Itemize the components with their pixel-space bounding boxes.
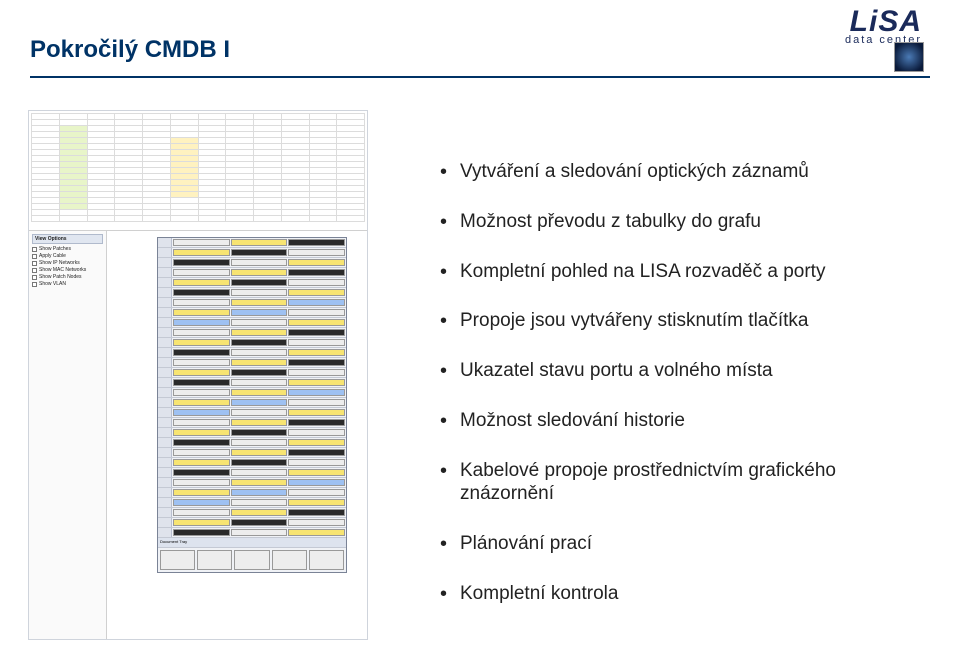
view-option-row[interactable]: Show IP Networks xyxy=(32,260,103,266)
feature-bullets: Vytváření a sledování optických záznamů M… xyxy=(440,160,910,632)
page-title: Pokročilý CMDB I xyxy=(30,36,230,64)
checkbox-icon[interactable] xyxy=(32,275,37,280)
bullet-item: Kompletní kontrola xyxy=(440,582,910,606)
bullet-item: Kompletní pohled na LISA rozvaděč a port… xyxy=(440,260,910,284)
bullet-item: Možnost sledování historie xyxy=(440,409,910,433)
view-options-panel: View Options Show PatchesApply CableShow… xyxy=(29,231,107,639)
view-option-row[interactable]: Show Patch Nodes xyxy=(32,274,103,280)
bullet-item: Možnost převodu z tabulky do grafu xyxy=(440,210,910,234)
view-option-label: Show MAC Networks xyxy=(39,267,86,273)
spreadsheet-area xyxy=(29,111,367,231)
view-option-row[interactable]: Show VLAN xyxy=(32,281,103,287)
bullet-item: Kabelové propoje prostřednictvím grafick… xyxy=(440,459,910,507)
checkbox-icon[interactable] xyxy=(32,268,37,273)
spreadsheet-grid xyxy=(31,113,365,222)
checkbox-icon[interactable] xyxy=(32,261,37,266)
bullet-item: Propoje jsou vytvářeny stisknutím tlačít… xyxy=(440,309,910,333)
rack-diagram: Document Tray xyxy=(157,237,347,573)
screenshot-thumbnail: View Options Show PatchesApply CableShow… xyxy=(28,110,368,640)
view-option-row[interactable]: Apply Cable xyxy=(32,253,103,259)
view-options-title: View Options xyxy=(32,234,103,244)
view-option-label: Show IP Networks xyxy=(39,260,80,266)
bullet-item: Vytváření a sledování optických záznamů xyxy=(440,160,910,184)
view-option-label: Show VLAN xyxy=(39,281,66,287)
logo-text-main: LiSA xyxy=(845,10,922,34)
checkbox-icon[interactable] xyxy=(32,254,37,259)
rack-view: Document Tray xyxy=(107,231,367,639)
view-option-label: Apply Cable xyxy=(39,253,66,259)
view-option-label: Show Patch Nodes xyxy=(39,274,82,280)
header-rule xyxy=(30,76,930,78)
bullet-item: Plánování prací xyxy=(440,532,910,556)
bullet-item: Ukazatel stavu portu a volného místa xyxy=(440,359,910,383)
checkbox-icon[interactable] xyxy=(32,247,37,252)
view-option-label: Show Patches xyxy=(39,246,71,252)
checkbox-icon[interactable] xyxy=(32,282,37,287)
brand-logo: LiSA data center xyxy=(845,10,922,46)
logo-badge-icon xyxy=(894,42,924,72)
view-option-row[interactable]: Show Patches xyxy=(32,246,103,252)
view-option-row[interactable]: Show MAC Networks xyxy=(32,267,103,273)
document-tray-label: Document Tray xyxy=(158,538,346,548)
